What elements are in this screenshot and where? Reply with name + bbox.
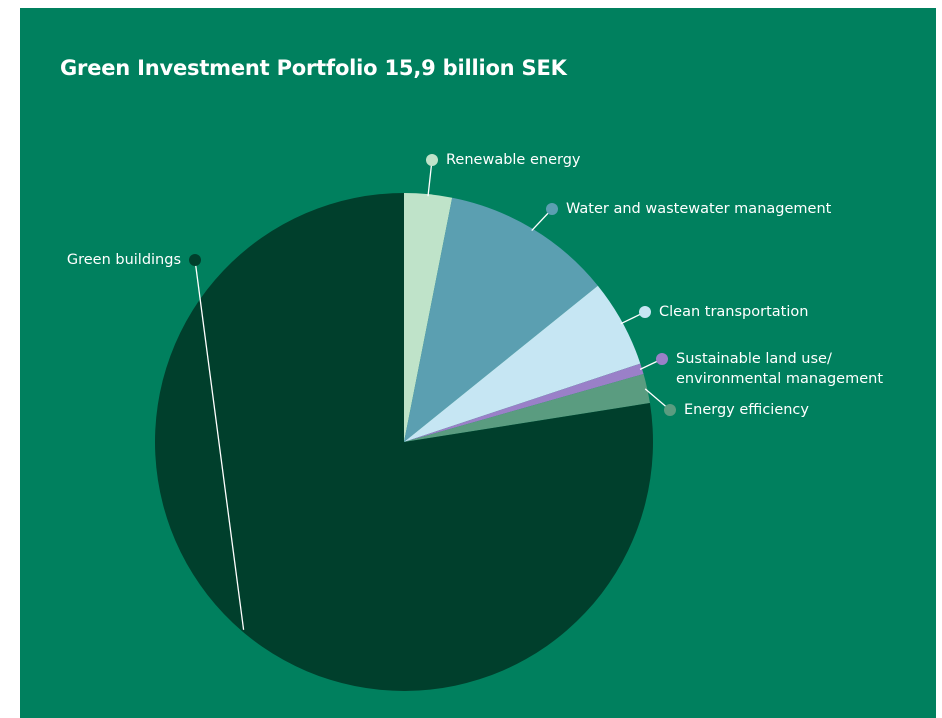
pie-slice (404, 374, 650, 442)
slice-label: Energy efficiency (684, 402, 809, 418)
legend-dot (656, 353, 668, 365)
pie-slice (154, 193, 653, 691)
legend-dot (426, 154, 438, 166)
pie-slice (404, 193, 453, 442)
legend-dot (189, 254, 201, 266)
slice-label: Renewable energy (446, 152, 581, 168)
leader-line (194, 259, 245, 630)
pie-slice (404, 285, 641, 442)
legend-dot (664, 404, 676, 416)
leader-line (427, 159, 433, 197)
chart-title: Green Investment Portfolio 15,9 billion … (60, 56, 567, 80)
pie-slice (404, 197, 598, 442)
legend-dot (639, 306, 651, 318)
chart: Green Investment Portfolio 15,9 billion … (20, 8, 936, 718)
pie-slice (404, 363, 644, 442)
slice-label: Sustainable land use/ environmental mana… (676, 351, 884, 387)
slice-label: Water and wastewater management (566, 201, 832, 217)
pie-canvas (154, 154, 676, 691)
slice-label: Green buildings (66, 252, 181, 268)
legend-dot (546, 203, 558, 215)
slice-label: Clean transportation (659, 304, 809, 320)
